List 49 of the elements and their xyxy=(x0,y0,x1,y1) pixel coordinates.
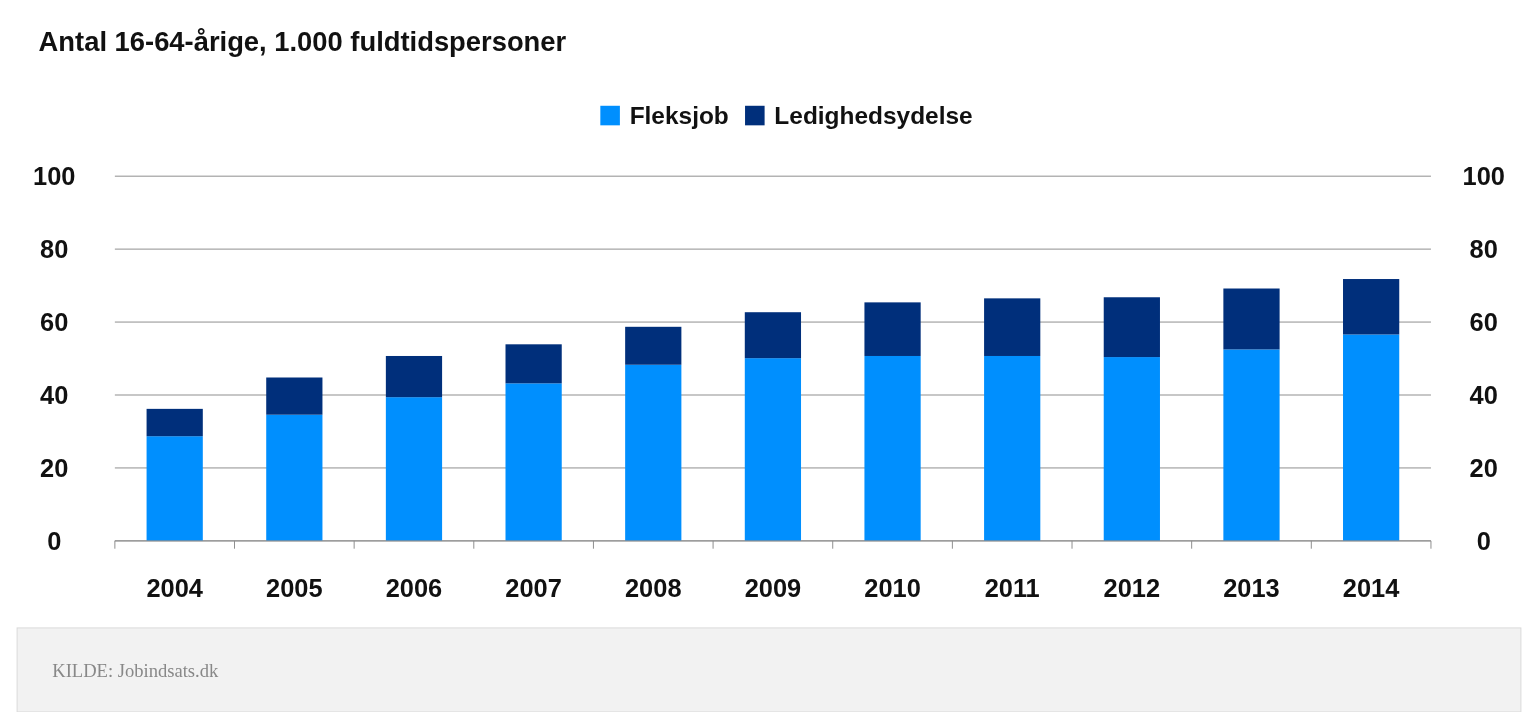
x-tick-label: 2009 xyxy=(744,573,802,602)
bar xyxy=(1343,334,1400,541)
bar xyxy=(505,383,562,541)
bar xyxy=(984,355,1041,541)
bar xyxy=(625,364,682,541)
text: KILDE: Jobindsats.dk xyxy=(52,659,220,681)
bar xyxy=(385,355,443,398)
y2-tick-label: 20 xyxy=(1469,453,1498,482)
x-tick-label: 2005 xyxy=(266,573,323,602)
y2-tick-label: 100 xyxy=(1462,161,1505,190)
y-tick-label: 40 xyxy=(40,380,69,409)
y-tick-label: 0 xyxy=(47,526,62,555)
x-tick-label: 2012 xyxy=(1103,573,1161,602)
y-tick-label: 20 xyxy=(40,453,69,482)
bar xyxy=(625,326,682,365)
bar xyxy=(1223,288,1280,350)
bar xyxy=(984,298,1041,356)
x-tick-label: 2014 xyxy=(1342,573,1400,602)
y2-tick-label: 60 xyxy=(1469,307,1498,336)
bar xyxy=(1103,357,1160,541)
bar xyxy=(864,302,921,356)
legend-label: Fleksjob xyxy=(629,102,729,130)
bar xyxy=(744,358,802,541)
x-tick-label: 2008 xyxy=(625,573,682,602)
y2-tick-label: 40 xyxy=(1469,380,1498,409)
y-tick-label: 80 xyxy=(40,234,69,263)
x-tick-label: 2013 xyxy=(1223,573,1280,602)
bar xyxy=(864,355,921,541)
y-tick-label: 100 xyxy=(33,161,76,190)
x-tick-label: 2007 xyxy=(505,573,562,602)
bar xyxy=(1343,279,1400,335)
x-tick-label: 2010 xyxy=(864,573,921,602)
bar xyxy=(146,436,203,541)
bar xyxy=(385,397,443,541)
bar xyxy=(1103,297,1160,358)
x-tick-label: 2006 xyxy=(385,573,443,602)
y2-tick-label: 80 xyxy=(1469,234,1498,263)
bar xyxy=(146,408,203,437)
bar xyxy=(266,414,323,541)
x-tick-label: 2011 xyxy=(984,573,1040,602)
bar xyxy=(505,344,562,384)
y2-tick-label: 0 xyxy=(1476,526,1491,555)
y-tick-label: 60 xyxy=(40,307,69,336)
bar xyxy=(744,312,802,359)
legend-label: Ledighedsydelse xyxy=(774,102,973,130)
x-tick-label: 2004 xyxy=(146,573,203,602)
bar xyxy=(266,377,323,415)
bar xyxy=(1223,349,1280,541)
chart-title: Antal 16-64-årige, 1.000 fuldtidspersoner xyxy=(38,26,567,58)
